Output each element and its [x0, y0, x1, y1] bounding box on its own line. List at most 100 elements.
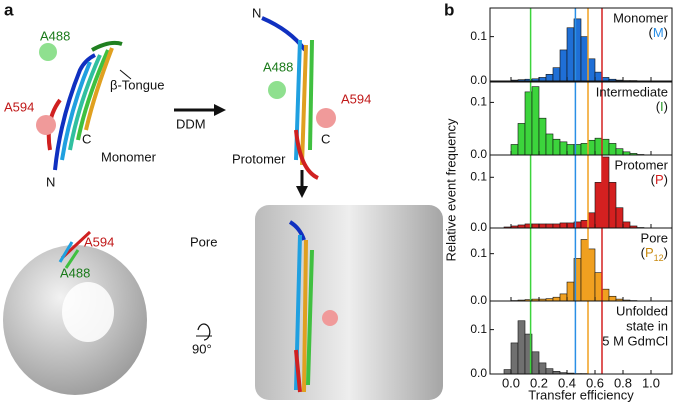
bar: [538, 223, 547, 229]
bar: [580, 220, 589, 229]
y-axis-label: Relative event frequency: [443, 118, 458, 262]
bar: [601, 288, 610, 302]
bar: [545, 74, 554, 82]
y-tick-label: 0.1: [470, 29, 487, 43]
y-tick-label: 0.0: [470, 73, 487, 87]
panel-title: 5 M GdmCl: [602, 333, 668, 348]
label: 90°: [192, 341, 212, 356]
dye-a594: [316, 108, 336, 128]
symbol-part: I: [660, 99, 664, 114]
bar: [559, 141, 568, 156]
panel-title: Unfolded: [616, 303, 668, 318]
panel-b: b Relative event frequency Transfer effi…: [443, 0, 634, 402]
bar: [538, 362, 547, 375]
bar: [559, 222, 568, 229]
rotation-icon: [197, 323, 211, 341]
x-tick-label: 0.8: [614, 375, 632, 390]
symbol-part: ): [664, 99, 668, 114]
label: DDM: [176, 116, 206, 131]
pore-side-view: [255, 205, 443, 400]
x-tick-label: 1.0: [642, 375, 660, 390]
label: Protomer: [232, 151, 286, 166]
bar: [531, 223, 540, 229]
bar: [580, 239, 589, 302]
panel-symbol: (P): [651, 172, 668, 187]
plot-frame: [489, 7, 673, 82]
bar: [580, 143, 589, 156]
label: β-Tongue: [110, 77, 164, 92]
bar: [531, 86, 540, 156]
bar: [601, 77, 610, 82]
plot-frame: [489, 300, 673, 375]
panel-a: a A488 β-Tongue A594 C N Monomer DDM: [3, 0, 443, 400]
x-tick-label: 0.4: [558, 375, 576, 390]
bar: [594, 71, 603, 82]
bar: [608, 143, 617, 156]
bar: [517, 123, 526, 156]
bar: [587, 248, 596, 302]
symbol-part: ): [664, 245, 668, 260]
label: N: [252, 5, 261, 20]
arrowhead: [296, 186, 308, 198]
bar: [594, 272, 603, 302]
dye: [322, 310, 338, 326]
bar: [510, 342, 519, 375]
bar: [559, 293, 568, 302]
protomer-structure: [261, 16, 319, 180]
x-tick-label: 0.2: [530, 375, 548, 390]
label: N: [46, 174, 55, 189]
bar: [587, 212, 596, 229]
dye-a488: [39, 43, 57, 61]
label: C: [82, 131, 91, 146]
bar: [615, 148, 624, 156]
y-tick-label: 0.1: [470, 169, 487, 183]
panel-title: Monomer: [613, 10, 669, 25]
bar: [552, 296, 561, 302]
bar: [615, 207, 624, 229]
bar: [566, 281, 575, 302]
bar: [538, 77, 547, 82]
bar: [552, 67, 561, 82]
pore-subunit: [58, 230, 92, 269]
bar: [531, 351, 540, 375]
bar: [594, 137, 603, 156]
bar: [608, 182, 617, 229]
label: A594: [4, 99, 34, 114]
x-axis-label: Transfer efficiency: [528, 387, 634, 402]
y-tick-label: 0.1: [470, 246, 487, 260]
label: A594: [84, 234, 114, 249]
bar: [545, 223, 554, 229]
symbol-part: (: [648, 25, 653, 40]
label: C: [321, 131, 330, 146]
bar: [601, 156, 610, 229]
bar: [587, 58, 596, 82]
panel-title: Intermediate: [596, 84, 668, 99]
symbol-part: ): [664, 172, 668, 187]
symbol-part: ): [664, 25, 668, 40]
bar: [566, 27, 575, 82]
panel-title: state in: [626, 318, 668, 333]
bar: [601, 138, 610, 156]
bar: [594, 182, 603, 229]
bar: [538, 117, 547, 156]
y-tick-label: 0.0: [470, 220, 487, 234]
pore-side-subunit: [288, 220, 314, 393]
panel-title: Protomer: [615, 157, 669, 172]
bar: [545, 133, 554, 156]
bar: [552, 223, 561, 229]
monomer-structure: [46, 40, 123, 171]
label: A594: [341, 91, 371, 106]
bar: [580, 36, 589, 82]
arrowhead: [214, 104, 226, 116]
symbol-part: M: [653, 25, 664, 40]
y-tick-label: 0.0: [470, 293, 487, 307]
bar: [517, 320, 526, 375]
dye-a594: [36, 115, 56, 135]
symbol-part: (: [651, 172, 656, 187]
panel-label: b: [444, 0, 454, 19]
dye-a488: [268, 81, 286, 99]
panel-symbol: (P12): [641, 245, 668, 263]
bar: [545, 368, 554, 375]
panel-title: Pore: [641, 230, 668, 245]
symbol-part: P: [655, 172, 664, 187]
